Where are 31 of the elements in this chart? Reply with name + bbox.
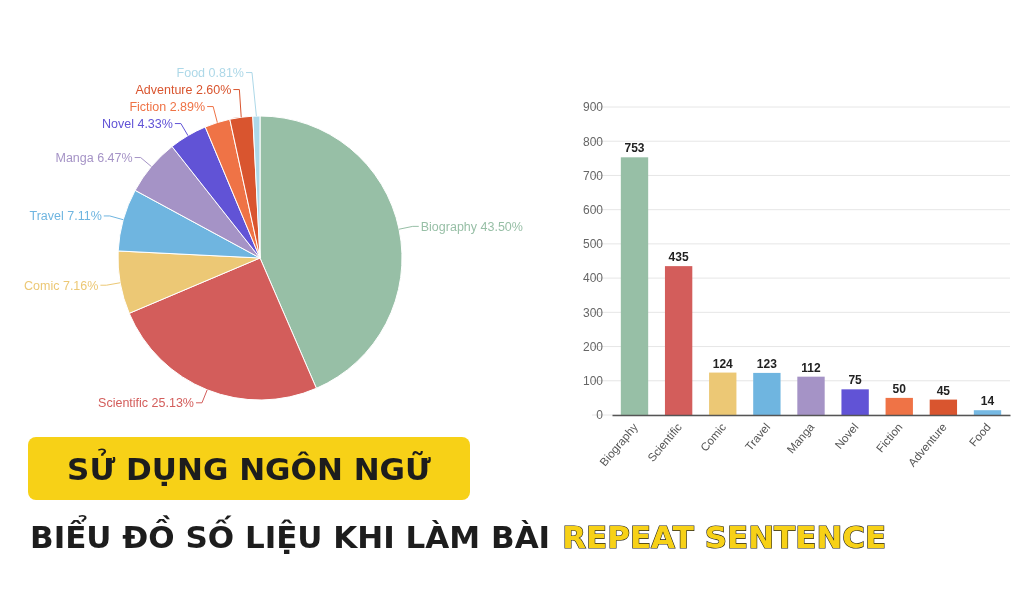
y-tick-label: 500 (582, 237, 604, 252)
text: BIỂU ĐỒ SỐ LIỆU KHI LÀM BÀI (30, 514, 551, 555)
data-label: 75 (848, 373, 863, 388)
y-tick-label: 200 (582, 339, 604, 354)
data-label: 14 (980, 394, 995, 409)
slice-label: Comic 7.16% (24, 278, 99, 293)
slice-label: Adventure 2.60% (135, 82, 232, 97)
y-tick-label: 800 (582, 134, 604, 149)
slice-label: Fiction 2.89% (129, 99, 206, 114)
text: SỬ DỤNG NGÔN NGỮ (67, 447, 432, 487)
y-tick-label: 300 (582, 305, 604, 320)
slice-label: Biography 43.50% (420, 219, 523, 234)
data-label: 50 (892, 381, 907, 396)
y-tick-label: 100 (582, 374, 604, 389)
slice-label: Food 0.81% (176, 65, 244, 80)
y-tick-label: 400 (582, 271, 604, 286)
data-label: 112 (801, 360, 822, 375)
slice-label: Novel 4.33% (102, 116, 173, 131)
y-tick-label: 900 (582, 100, 604, 115)
slice-label: Travel 7.11% (29, 209, 102, 224)
data-label: 45 (936, 383, 951, 398)
data-label: 753 (624, 141, 645, 156)
slice-label: Scientific 25.13% (98, 396, 194, 411)
data-label: 123 (756, 356, 778, 371)
text: REPEAT SENTENCE (562, 518, 887, 555)
y-tick-label: 0 (596, 408, 604, 423)
y-tick-label: 600 (582, 203, 604, 218)
data-label: 435 (668, 250, 689, 265)
slice-label: Manga 6.47% (55, 150, 133, 165)
y-tick-label: 700 (582, 168, 604, 183)
data-label: 124 (712, 356, 734, 371)
